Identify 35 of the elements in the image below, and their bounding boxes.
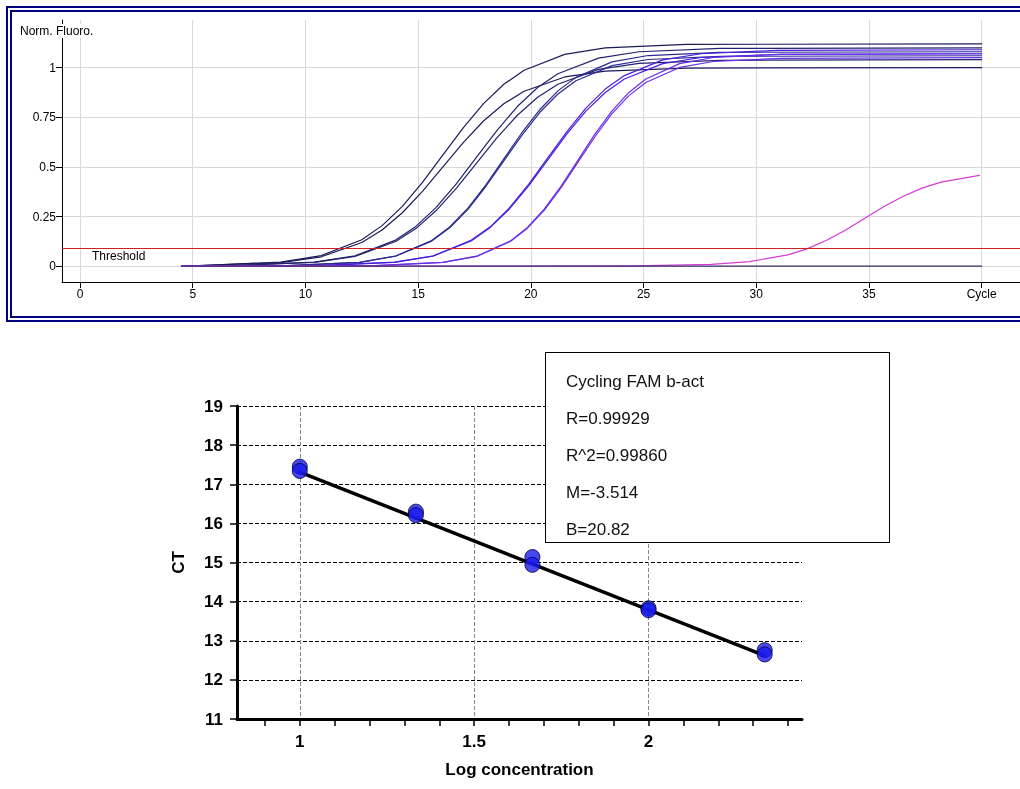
x-tick-label: 25 (636, 287, 651, 301)
x-tick-label: 5 (189, 287, 197, 301)
y-tick-label: 0.5 (39, 159, 57, 174)
y-tick-label: 0 (49, 259, 57, 274)
y-tick-label: 15 (204, 553, 223, 572)
ref-line-label: Threshold (92, 249, 146, 264)
x-tick-label: Cycle (966, 287, 997, 301)
x-tick-label: 20 (524, 287, 538, 301)
x-tick-label: 0 (76, 287, 84, 301)
x-tick-label: 35 (862, 287, 876, 301)
y-tick-label: 1 (49, 60, 57, 75)
x-tick-label: 15 (411, 287, 426, 301)
y-tick-label: 14 (204, 592, 224, 612)
annotation: R^2=0.99860 (566, 445, 669, 467)
y-tick-label: 0.75 (32, 110, 57, 125)
y-tick-label: 16 (204, 513, 223, 533)
y-tick-label: 11 (205, 709, 223, 729)
y-tick-label: 13 (204, 631, 223, 651)
annotation: M=-3.514 (566, 482, 640, 504)
x-tick-label: 10 (298, 287, 313, 301)
y-axis-title: Norm. Fluoro. (20, 24, 94, 38)
x-tick-label: 2 (643, 732, 654, 751)
text: Cycling FAM b-act (566, 372, 704, 391)
y-tick-label: 19 (204, 396, 223, 416)
annotation: R=0.99929 (566, 408, 651, 430)
x-tick-label: 30 (749, 287, 764, 301)
y-tick-label: 12 (204, 670, 223, 690)
x-tick-label: 1 (295, 732, 305, 751)
y-tick-label: 0.25 (32, 209, 57, 224)
annotation: B=20.82 (566, 519, 631, 541)
x-tick-label: 1.5 (462, 732, 486, 751)
y-tick-label: 18 (204, 435, 223, 455)
y-tick-label: 17 (204, 474, 223, 494)
x-axis-title: Log concentration (445, 760, 594, 779)
y-axis-title: CT (169, 550, 188, 574)
